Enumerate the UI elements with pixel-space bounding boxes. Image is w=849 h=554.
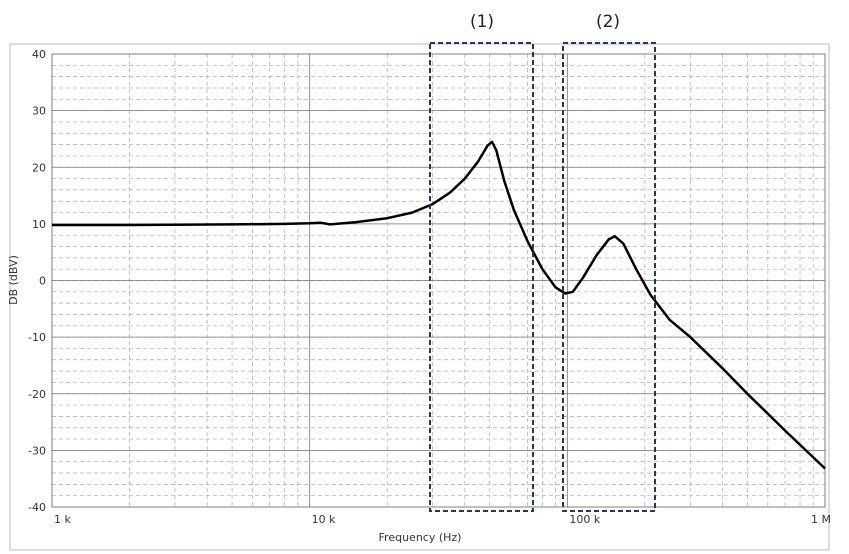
y-tick-label: -40 xyxy=(28,501,46,514)
y-tick-label: 0 xyxy=(39,275,46,288)
x-tick-label: 1 k xyxy=(54,513,71,526)
y-tick-label: -10 xyxy=(28,331,46,344)
y-tick-label: 10 xyxy=(32,218,46,231)
x-tick-label: 100 k xyxy=(569,513,600,526)
x-tick-label: 1 M xyxy=(811,513,831,526)
y-tick-label: 30 xyxy=(32,105,46,118)
annotation: (1) xyxy=(470,12,494,32)
y-tick-label: 40 xyxy=(32,48,46,61)
frame xyxy=(9,43,830,551)
x-axis-label: Frequency (Hz) xyxy=(379,531,462,544)
annotation: (2) xyxy=(596,12,620,32)
y-axis-label: DB (dBV) xyxy=(7,255,20,305)
y-tick-label: -30 xyxy=(28,444,46,457)
y-tick-label: -20 xyxy=(28,388,46,401)
annotation-box xyxy=(429,42,534,512)
y-tick-label: 20 xyxy=(32,161,46,174)
line xyxy=(52,140,826,470)
x-tick-label: 10 k xyxy=(312,513,336,526)
